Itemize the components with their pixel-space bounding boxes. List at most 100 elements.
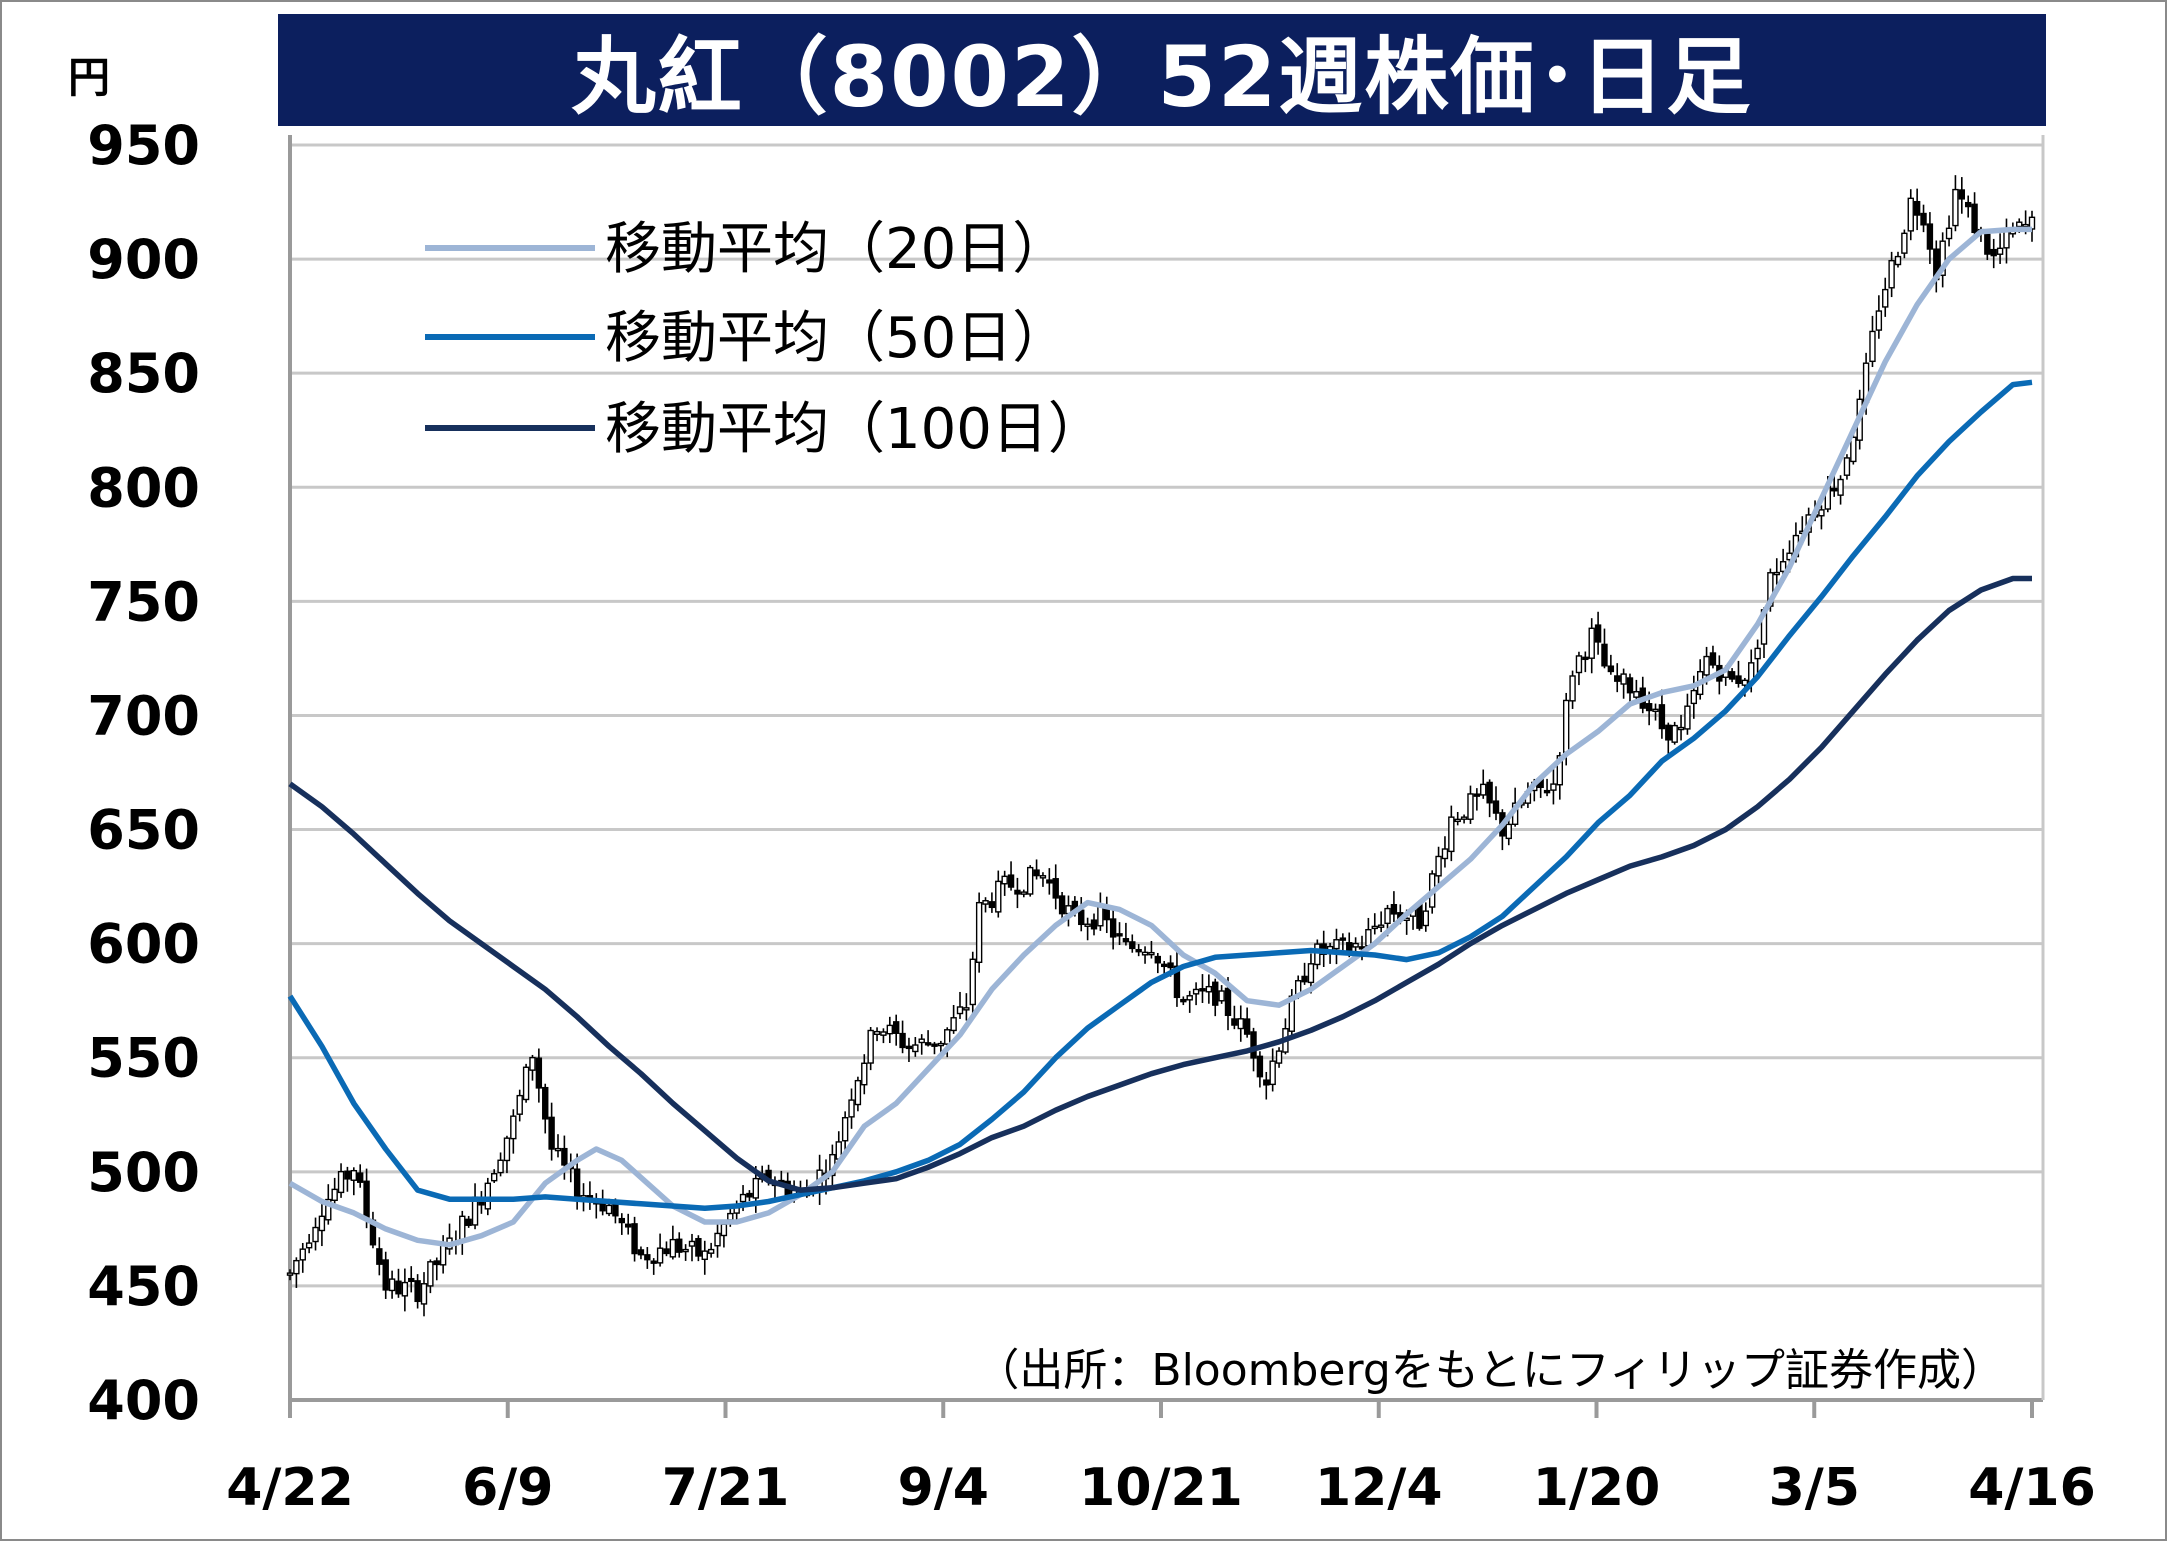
candle — [1658, 689, 1666, 739]
candle — [950, 1005, 957, 1034]
y-tick-label-750: 750 — [87, 570, 200, 633]
candle — [1301, 962, 1308, 985]
candle — [1735, 660, 1742, 688]
candle — [1467, 785, 1474, 824]
candle — [1907, 189, 1914, 241]
x-tick-label-3-5: 3/5 — [1769, 1458, 1860, 1518]
candle — [1007, 861, 1015, 891]
candle — [414, 1274, 421, 1309]
candle — [1314, 939, 1321, 970]
candle — [1818, 505, 1825, 530]
candle — [2003, 218, 2010, 264]
x-tick-label-1-20: 1/20 — [1533, 1458, 1661, 1518]
gridlines — [290, 143, 2043, 1288]
candle — [1926, 212, 1934, 264]
candle — [1952, 175, 1959, 232]
candle — [1569, 670, 1576, 709]
candle — [1684, 693, 1691, 735]
candle — [1958, 177, 1966, 214]
candle — [1901, 229, 1908, 259]
candle — [1843, 454, 1851, 480]
candle — [1620, 668, 1627, 699]
candle — [548, 1102, 555, 1161]
y-tick-label-400: 400 — [87, 1369, 200, 1432]
candle — [1996, 233, 2004, 264]
candle — [1594, 611, 1602, 655]
candle — [299, 1242, 306, 1273]
candle — [969, 951, 976, 1018]
candle — [975, 892, 983, 973]
candle — [1492, 786, 1500, 821]
candle — [1269, 1048, 1276, 1092]
candle — [918, 1034, 925, 1055]
candle — [471, 1183, 479, 1230]
candle — [1065, 895, 1072, 927]
candle — [356, 1164, 364, 1188]
candle — [873, 1027, 881, 1042]
candle — [650, 1258, 657, 1275]
candle — [1607, 654, 1615, 675]
candle — [1078, 897, 1085, 932]
candle — [376, 1237, 383, 1276]
candle — [1020, 889, 1028, 898]
legend-label-2: 移動平均（50日） — [605, 306, 1068, 371]
candle — [1671, 721, 1678, 745]
candle — [1148, 940, 1155, 959]
y-tick-label-450: 450 — [87, 1255, 200, 1318]
x-tick-label-12-4: 12/4 — [1315, 1458, 1443, 1518]
candle — [1275, 1047, 1283, 1068]
moving-average-lines — [287, 226, 2033, 1248]
candle — [1601, 628, 1608, 669]
candle — [931, 1041, 938, 1055]
candle — [880, 1028, 887, 1044]
candle — [427, 1259, 434, 1294]
candle — [1097, 892, 1104, 931]
x-tick-label-7-21: 7/21 — [662, 1458, 790, 1518]
candle — [663, 1241, 670, 1257]
y-tick-label-850: 850 — [87, 342, 200, 405]
candle — [924, 1030, 932, 1047]
x-tick-label-9-4: 9/4 — [898, 1458, 989, 1518]
candle — [1665, 722, 1672, 755]
candle — [522, 1063, 530, 1103]
candle — [1263, 1071, 1270, 1100]
candle — [1709, 645, 1717, 669]
candle — [899, 1020, 906, 1054]
candle — [1237, 1005, 1244, 1042]
candle — [1575, 651, 1583, 686]
candle — [1084, 917, 1091, 941]
y-tick-label-600: 600 — [87, 913, 200, 976]
candle — [293, 1257, 300, 1288]
candle — [420, 1272, 428, 1317]
candle — [701, 1240, 708, 1275]
candle — [1933, 240, 1940, 293]
candle — [1014, 877, 1021, 909]
candle — [1652, 703, 1659, 721]
candle — [1480, 769, 1487, 799]
candle — [1243, 1007, 1251, 1038]
candle — [937, 1040, 945, 1053]
candle — [1090, 913, 1098, 936]
candle — [510, 1109, 517, 1154]
candle — [350, 1167, 358, 1196]
candle — [1441, 836, 1449, 868]
candle — [1199, 974, 1206, 1003]
x-tick-label-4-22: 4/22 — [226, 1458, 354, 1518]
y-tick-labels: 400 450 500 550 600 650 700 750 800 850 900 950 — [87, 114, 200, 1432]
candle — [529, 1054, 536, 1081]
candle — [982, 897, 989, 913]
candle — [1103, 896, 1110, 934]
candle — [382, 1251, 389, 1299]
candle — [1033, 859, 1040, 880]
x-tick-label-6-9: 6/9 — [462, 1458, 553, 1518]
candle — [995, 870, 1002, 918]
candle — [1882, 277, 1889, 317]
candle — [618, 1213, 626, 1235]
candle — [1582, 651, 1589, 673]
y-axis-unit-label: 円 — [68, 53, 111, 102]
candle — [631, 1216, 638, 1262]
candle — [1920, 204, 1927, 233]
y-tick-label-950: 950 — [87, 114, 200, 177]
